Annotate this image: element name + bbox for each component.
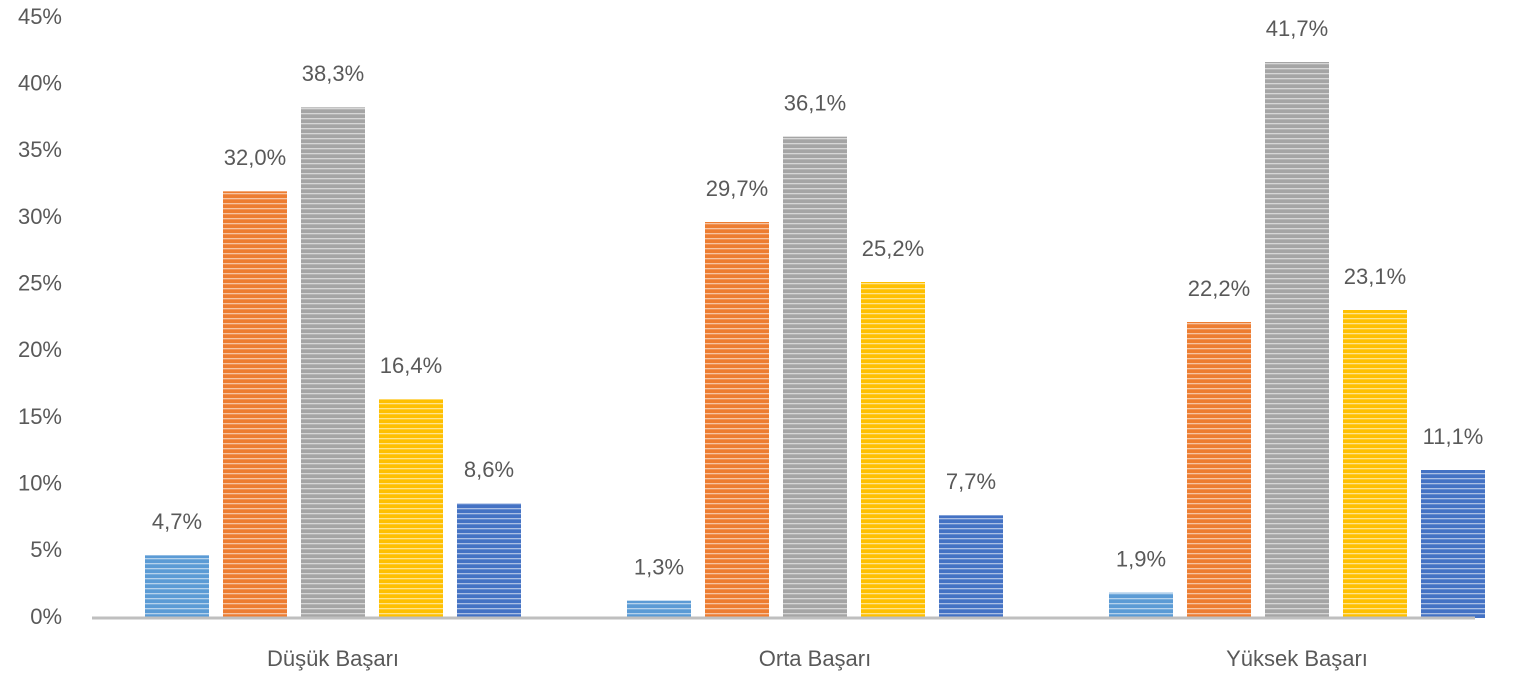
bar — [705, 222, 769, 618]
bar — [1421, 470, 1485, 618]
value-label: 8,6% — [464, 457, 514, 482]
value-label: 16,4% — [380, 353, 442, 378]
bar — [1187, 322, 1251, 618]
y-tick-label: 40% — [18, 70, 62, 95]
bar — [1109, 592, 1173, 618]
value-label: 38,3% — [302, 61, 364, 86]
y-tick-label: 5% — [30, 537, 62, 562]
value-label: 7,7% — [946, 469, 996, 494]
y-tick-label: 30% — [18, 204, 62, 229]
value-label: 36,1% — [784, 90, 846, 115]
bar — [783, 136, 847, 618]
bar — [1343, 310, 1407, 618]
bar — [145, 555, 209, 618]
bar — [379, 399, 443, 618]
bar — [223, 191, 287, 619]
bar — [939, 515, 1003, 618]
value-label: 23,1% — [1344, 264, 1406, 289]
bar — [627, 600, 691, 618]
bar — [861, 282, 925, 618]
value-label: 1,9% — [1116, 546, 1166, 571]
y-tick-label: 0% — [30, 604, 62, 629]
x-tick-label: Yüksek Başarı — [1226, 646, 1368, 671]
y-tick-label: 35% — [18, 137, 62, 162]
y-tick-label: 25% — [18, 270, 62, 295]
y-tick-label: 45% — [18, 4, 62, 29]
value-label: 4,7% — [152, 509, 202, 534]
bar — [457, 503, 521, 618]
y-tick-label: 20% — [18, 337, 62, 362]
bar — [301, 107, 365, 618]
x-tick-label: Düşük Başarı — [267, 646, 399, 671]
value-label: 32,0% — [224, 145, 286, 170]
value-label: 1,3% — [634, 554, 684, 579]
value-label: 41,7% — [1266, 16, 1328, 41]
y-tick-label: 15% — [18, 404, 62, 429]
value-label: 29,7% — [706, 176, 768, 201]
value-label: 22,2% — [1188, 276, 1250, 301]
x-tick-label: Orta Başarı — [759, 646, 871, 671]
value-label: 11,1% — [1423, 424, 1484, 449]
y-tick-label: 10% — [18, 470, 62, 495]
bar — [1265, 62, 1329, 618]
value-label: 25,2% — [862, 236, 924, 261]
